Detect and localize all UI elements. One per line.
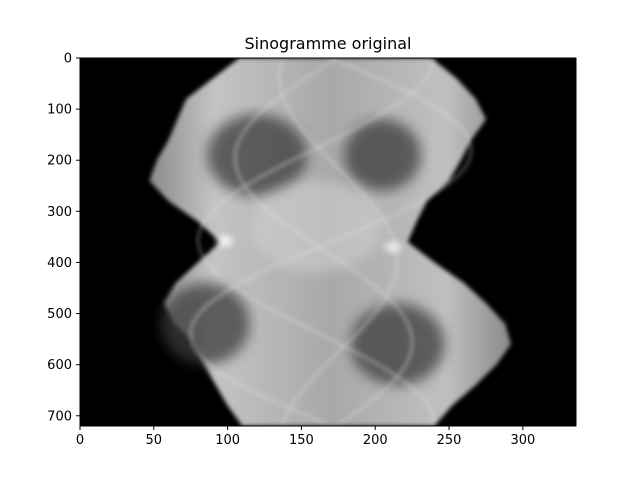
dark-lobe-3 — [350, 303, 445, 386]
y-tick-label: 200 — [47, 154, 72, 169]
x-tick-label: 250 — [437, 433, 462, 448]
x-tick-label: 50 — [146, 433, 163, 448]
x-axis: 0 50 100 150 200 250 300 — [76, 426, 535, 448]
sinusoid-trace-2 — [233, 58, 414, 426]
bright-center — [249, 180, 383, 273]
bright-spot-1 — [380, 238, 405, 257]
x-tick-label: 300 — [510, 433, 535, 448]
bright-spot-0 — [212, 231, 237, 250]
x-tick-label: 0 — [76, 433, 84, 448]
x-tick-label: 100 — [215, 433, 240, 448]
y-tick-label: 400 — [47, 256, 72, 271]
chart-title: Sinogramme original — [245, 34, 412, 53]
x-tick-label: 200 — [363, 433, 388, 448]
y-tick-label: 100 — [47, 103, 72, 118]
y-tick-label: 0 — [64, 52, 72, 67]
sinusoid-trace-1 — [197, 58, 436, 426]
plot-frame — [79, 57, 577, 427]
y-tick-label: 500 — [47, 307, 72, 322]
y-axis: 0 100 200 300 400 500 600 700 — [47, 52, 80, 424]
y-tick-label: 300 — [47, 205, 72, 220]
dark-lobe-0 — [206, 114, 308, 196]
dark-lobe-2 — [161, 282, 250, 365]
y-tick-label: 700 — [47, 409, 72, 424]
x-tick-label: 150 — [289, 433, 314, 448]
dark-lobe-1 — [344, 119, 421, 191]
sinogram-image — [149, 58, 511, 426]
plot-area — [80, 58, 576, 426]
y-tick-label: 600 — [47, 358, 72, 373]
sinusoid-trace-0 — [189, 58, 473, 426]
